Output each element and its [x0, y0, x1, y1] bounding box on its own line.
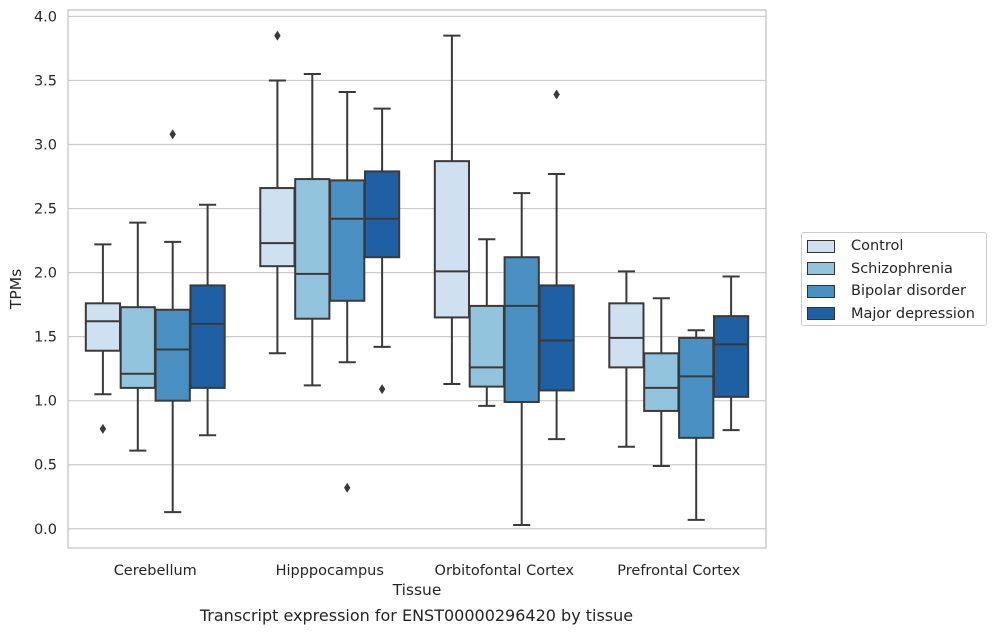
- y-tick-label: 2.0: [34, 266, 57, 282]
- legend-item: Bipolar disorder: [807, 281, 966, 301]
- box-schizophrenia: [119, 221, 156, 452]
- legend-label: Schizophrenia: [851, 260, 953, 277]
- y-axis-ticks: 0.0 0.5 1.0 1.5 2.0 2.5 3.0 3.5 4.0: [34, 9, 57, 537]
- legend-label: Major depression: [851, 305, 975, 322]
- box-control: [608, 270, 645, 448]
- legend-label: Bipolar disorder: [851, 283, 966, 299]
- box-body: [538, 284, 575, 392]
- x-tick-label: Hipppocampus: [276, 563, 384, 579]
- box-major-depression: [189, 203, 226, 437]
- box-body: [259, 187, 296, 268]
- box-body: [678, 336, 715, 439]
- legend: Control Schizophrenia Bipolar disorder Majo…: [801, 232, 987, 326]
- box-bipolar-disorder: [678, 329, 715, 521]
- y-tick-label: 2.5: [34, 202, 57, 218]
- box-body: [84, 302, 122, 352]
- box-layer: [84, 30, 750, 526]
- outlier-point: [274, 30, 281, 41]
- x-axis-label: Tissue: [392, 581, 442, 599]
- legend-swatch: [807, 284, 835, 298]
- legend-label: Control: [851, 238, 904, 254]
- y-tick-label: 0.5: [34, 458, 57, 474]
- box-control: [259, 30, 296, 355]
- outlier-point: [378, 384, 386, 395]
- y-tick-label: 3.5: [34, 73, 57, 89]
- box-body: [433, 160, 471, 319]
- box-body: [363, 170, 401, 259]
- box-schizophrenia: [468, 238, 505, 407]
- y-tick-label: 4.0: [34, 9, 57, 25]
- legend-swatch: [807, 307, 835, 320]
- legend-swatch: [807, 262, 835, 275]
- box-body: [712, 315, 750, 398]
- box-body: [468, 304, 505, 388]
- x-axis-ticks: Cerebellum Hipppocampus Orbitofontal Corte…: [114, 563, 741, 579]
- box-major-depression: [538, 89, 575, 441]
- x-tick-label: Orbitofontal Cortex: [435, 563, 575, 579]
- box-body: [608, 302, 645, 369]
- outlier-point: [169, 129, 176, 140]
- outlier-point: [553, 89, 560, 100]
- box-bipolar-disorder: [329, 90, 366, 493]
- y-tick-label: 3.0: [34, 138, 57, 154]
- legend-item: Control: [807, 236, 903, 256]
- y-tick-label: 1.5: [34, 330, 57, 346]
- legend-swatch: [807, 239, 835, 253]
- box-bipolar-disorder: [154, 129, 191, 514]
- box-schizophrenia: [294, 73, 331, 387]
- box-bipolar-disorder: [503, 192, 540, 526]
- box-schizophrenia: [643, 297, 680, 468]
- legend-item: Schizophrenia: [807, 259, 953, 279]
- box-body: [154, 308, 191, 402]
- x-tick-label: Cerebellum: [114, 563, 197, 579]
- x-tick-label: Prefrontal Cortex: [617, 563, 740, 579]
- box-body: [503, 256, 540, 403]
- y-tick-label: 1.0: [34, 394, 57, 410]
- plot-frame: [67, 9, 767, 549]
- box-body: [643, 352, 680, 412]
- legend-item: Major depression: [807, 304, 975, 324]
- chart-caption: Transcript expression for ENST0000029642…: [199, 606, 634, 625]
- box-body: [329, 179, 366, 302]
- box-body: [189, 284, 226, 389]
- y-tick-label: 0.0: [34, 522, 57, 538]
- box-body: [119, 306, 156, 389]
- box-major-depression: [363, 107, 401, 395]
- outlier-point: [344, 482, 351, 493]
- outlier-point: [99, 423, 107, 434]
- y-axis-label: TPMs: [7, 269, 25, 310]
- box-body: [294, 178, 331, 320]
- box-control: [433, 34, 471, 386]
- box-major-depression: [712, 275, 750, 432]
